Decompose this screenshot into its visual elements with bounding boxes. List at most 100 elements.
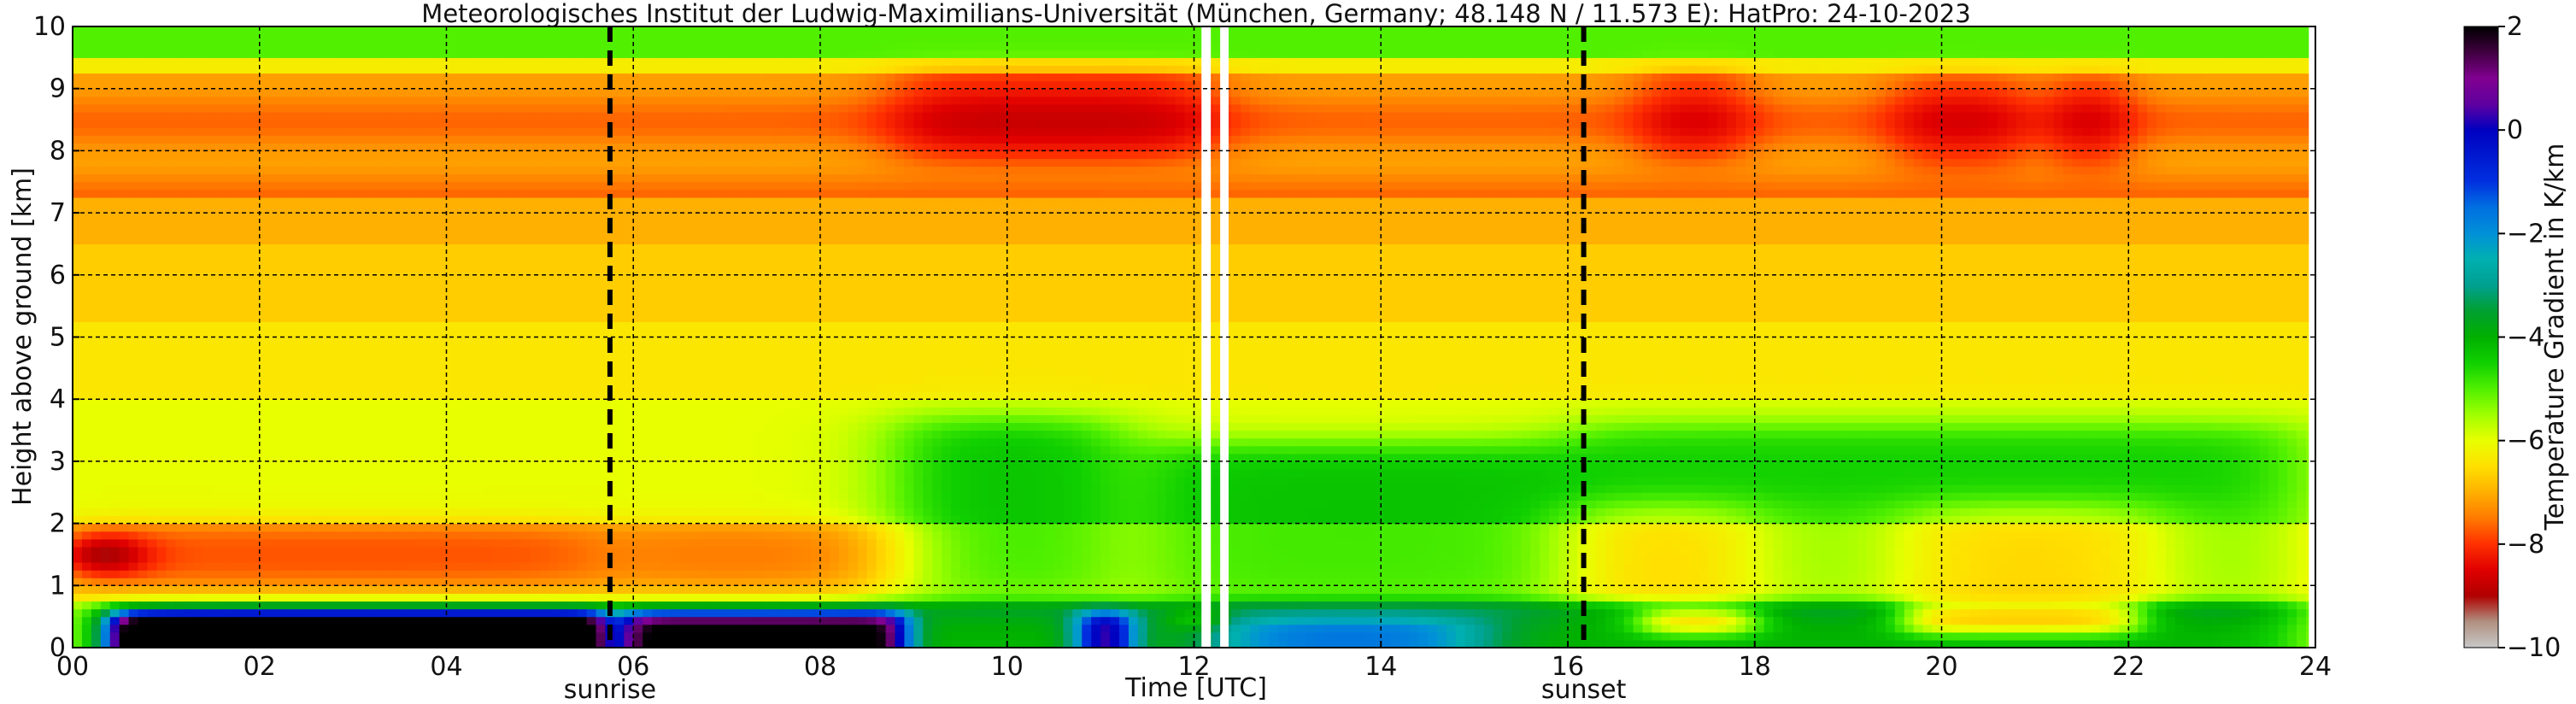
- heatmap-cell: [549, 259, 560, 268]
- heatmap-cell: [73, 127, 83, 136]
- heatmap-cell: [175, 228, 185, 237]
- heatmap-cell: [437, 367, 448, 377]
- heatmap-cell: [362, 96, 373, 105]
- heatmap-cell: [147, 337, 158, 346]
- heatmap-cell: [175, 422, 185, 431]
- heatmap-cell: [175, 290, 185, 299]
- heatmap-cell: [222, 492, 232, 501]
- heatmap-cell: [493, 236, 503, 245]
- heatmap-cell: [408, 298, 420, 307]
- heatmap-cell: [185, 375, 195, 384]
- heatmap-cell: [306, 585, 316, 594]
- heatmap-cell: [474, 236, 484, 245]
- heatmap-cell: [567, 111, 578, 120]
- heatmap-cell: [372, 34, 382, 43]
- heatmap-cell: [259, 197, 270, 206]
- heatmap-cell: [427, 352, 438, 361]
- heatmap-cell: [287, 360, 298, 369]
- heatmap-cell: [493, 42, 503, 50]
- heatmap-cell: [334, 399, 344, 408]
- heatmap-cell: [643, 608, 653, 618]
- heatmap-cell: [81, 259, 92, 268]
- heatmap-cell: [380, 538, 391, 548]
- heatmap-cell: [287, 367, 298, 377]
- heatmap-cell: [100, 181, 111, 191]
- heatmap-cell: [109, 34, 120, 43]
- heatmap-cell: [194, 616, 204, 625]
- heatmap-cell: [372, 120, 382, 128]
- heatmap-cell: [567, 220, 578, 229]
- heatmap-cell: [502, 96, 513, 105]
- heatmap-cell: [502, 80, 513, 90]
- heatmap-cell: [194, 135, 204, 144]
- heatmap-cell: [577, 127, 588, 136]
- heatmap-cell: [156, 624, 167, 633]
- heatmap-cell: [100, 259, 111, 268]
- heatmap-cell: [521, 453, 531, 462]
- heatmap-cell: [614, 344, 625, 354]
- heatmap-cell: [596, 96, 607, 105]
- heatmap-cell: [549, 166, 560, 175]
- heatmap-cell: [418, 50, 429, 58]
- heatmap-cell: [372, 562, 382, 571]
- heatmap-cell: [408, 158, 420, 167]
- heatmap-cell: [306, 461, 316, 470]
- heatmap-cell: [596, 546, 607, 555]
- heatmap-cell: [315, 624, 326, 633]
- heatmap-cell: [539, 42, 550, 50]
- heatmap-cell: [577, 360, 588, 369]
- heatmap-cell: [362, 570, 373, 578]
- heatmap-cell: [287, 500, 298, 509]
- heatmap-cell: [614, 407, 625, 415]
- heatmap-cell: [343, 391, 354, 400]
- heatmap-cell: [427, 337, 438, 346]
- heatmap-cell: [334, 150, 344, 160]
- heatmap-cell: [73, 477, 83, 485]
- heatmap-cell: [380, 135, 391, 144]
- heatmap-cell: [465, 344, 475, 354]
- heatmap-cell: [586, 143, 597, 151]
- heatmap-cell: [643, 329, 653, 338]
- heatmap-cell: [175, 111, 185, 120]
- heatmap-cell: [119, 538, 130, 548]
- heatmap-cell: [240, 50, 251, 58]
- heatmap-cell: [596, 507, 607, 517]
- heatmap-cell: [549, 274, 560, 284]
- heatmap-cell: [549, 384, 560, 392]
- heatmap-cell: [203, 608, 214, 618]
- heatmap-cell: [296, 314, 308, 322]
- heatmap-cell: [652, 601, 662, 610]
- heatmap-cell: [427, 500, 438, 509]
- heatmap-cell: [222, 42, 232, 50]
- heatmap-cell: [287, 546, 298, 555]
- heatmap-cell: [539, 243, 550, 253]
- heatmap-cell: [119, 42, 130, 50]
- heatmap-cell: [484, 57, 494, 67]
- heatmap-cell: [614, 430, 625, 439]
- heatmap-cell: [100, 407, 111, 415]
- heatmap-cell: [306, 399, 316, 408]
- heatmap-cell: [418, 88, 429, 97]
- heatmap-cell: [296, 492, 308, 501]
- heatmap-cell: [502, 422, 513, 431]
- heatmap-cell: [427, 538, 438, 548]
- heatmap-cell: [100, 290, 111, 299]
- heatmap-cell: [100, 243, 111, 253]
- heatmap-cell: [380, 65, 391, 74]
- heatmap-cell: [362, 399, 373, 408]
- heatmap-cell: [633, 360, 643, 369]
- heatmap-cell: [558, 624, 569, 633]
- heatmap-cell: [81, 65, 92, 74]
- heatmap-cell: [643, 103, 653, 113]
- heatmap-cell: [287, 523, 298, 532]
- heatmap-cell: [624, 375, 634, 384]
- heatmap-cell: [605, 477, 615, 485]
- heatmap-cell: [119, 515, 130, 525]
- heatmap-cell: [306, 608, 316, 618]
- heatmap-cell: [408, 321, 420, 331]
- heatmap-cell: [399, 531, 410, 540]
- heatmap-cell: [185, 173, 195, 183]
- heatmap-cell: [306, 50, 316, 58]
- heatmap-cell: [128, 65, 139, 74]
- heatmap-cell: [287, 306, 298, 314]
